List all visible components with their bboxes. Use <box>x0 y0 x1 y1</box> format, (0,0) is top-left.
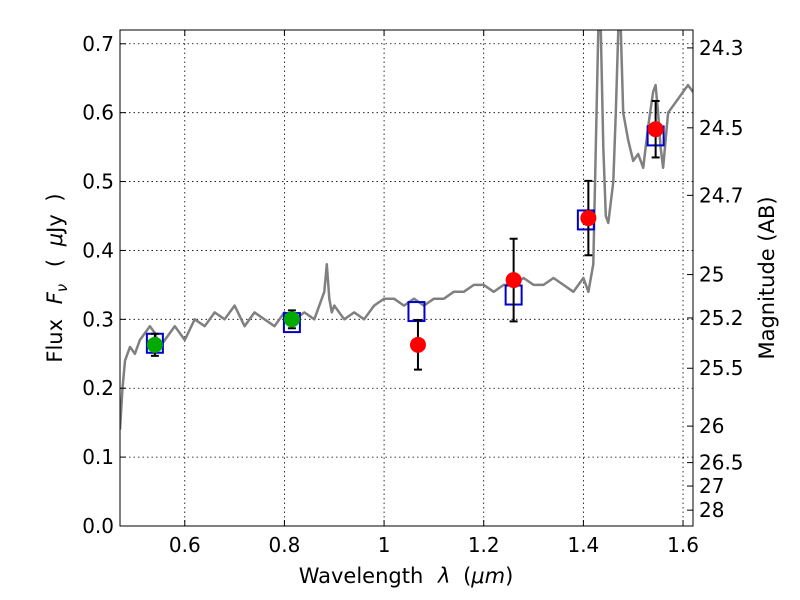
y-axis-label-unit-close: ) <box>43 193 67 201</box>
plot-frame <box>119 29 694 527</box>
x-tick-label: 1.6 <box>667 533 699 557</box>
y-axis-label-main: Flux <box>43 319 67 363</box>
y-tick-label: 0.6 <box>82 101 114 125</box>
y-axis-label: Flux Fν ( μJy ) <box>43 193 72 362</box>
y2-axis-label: Magnitude (AB) <box>755 196 779 359</box>
x-tick-label: 0.6 <box>169 533 201 557</box>
x-tick-label: 1 <box>378 533 391 557</box>
x-tick-label: 0.8 <box>269 533 301 557</box>
data-point-red <box>647 121 664 138</box>
y-tick-label: 0.2 <box>82 376 114 400</box>
magnitude-tick-label: 25.2 <box>699 306 744 330</box>
x-axis-label-unit-open: ( <box>463 564 471 588</box>
error-bars <box>150 99 660 371</box>
magnitude-tick-label: 28 <box>699 498 724 522</box>
model-spectrum <box>120 30 693 430</box>
y-axis-label-symbol: F <box>43 291 67 304</box>
magnitude-tick-label: 26.5 <box>699 451 744 475</box>
y-tick-label: 0.5 <box>82 170 114 194</box>
x-axis-label-unit-close: ) <box>505 564 513 588</box>
magnitude-tick-label: 27 <box>699 474 724 498</box>
x-axis-label-unit: μm <box>470 564 505 588</box>
data-point-red <box>409 336 426 353</box>
x-axis-label-symbol: λ <box>437 564 450 588</box>
data-point-green <box>146 336 163 353</box>
x-axis-label-main: Wavelength <box>299 564 424 588</box>
y-axis-label-unit: Jy <box>43 214 67 235</box>
x-tick-label: 1.2 <box>468 533 500 557</box>
model-spectrum-line <box>120 30 693 430</box>
magnitude-tick-label: 26 <box>699 414 724 438</box>
magnitude-tick-label: 24.5 <box>699 116 744 140</box>
x-axis-label: Wavelength λ (μm) <box>299 564 514 588</box>
data-point-red <box>580 210 597 227</box>
data-point-green <box>283 311 300 328</box>
axis-ticks: 0.6 0.8 1 1.2 1.4 1.6 0.0 0.1 0.2 0.3 0.4 0.5 0.6 0.7… <box>82 30 744 557</box>
y-axis-label-unit-open: ( <box>43 259 67 267</box>
magnitude-tick-label: 25 <box>699 263 724 287</box>
magnitude-tick-label: 24.7 <box>699 183 744 207</box>
y-axis-label-unit-mu: μ <box>43 233 67 247</box>
y-tick-label: 0.7 <box>82 32 114 56</box>
magnitude-tick-label: 24.3 <box>699 36 744 60</box>
y-tick-label: 0.0 <box>82 514 114 538</box>
y-axis-label-subscript: ν <box>53 284 71 292</box>
photometry-points <box>146 121 664 353</box>
x-tick-label: 1.4 <box>567 533 599 557</box>
grid <box>120 30 693 527</box>
y-tick-label: 0.1 <box>82 445 114 469</box>
bandpass-box <box>407 301 426 323</box>
y-tick-label: 0.3 <box>82 307 114 331</box>
data-point-red <box>505 272 522 289</box>
magnitude-tick-label: 25.5 <box>699 356 744 380</box>
y-tick-label: 0.4 <box>82 238 114 262</box>
